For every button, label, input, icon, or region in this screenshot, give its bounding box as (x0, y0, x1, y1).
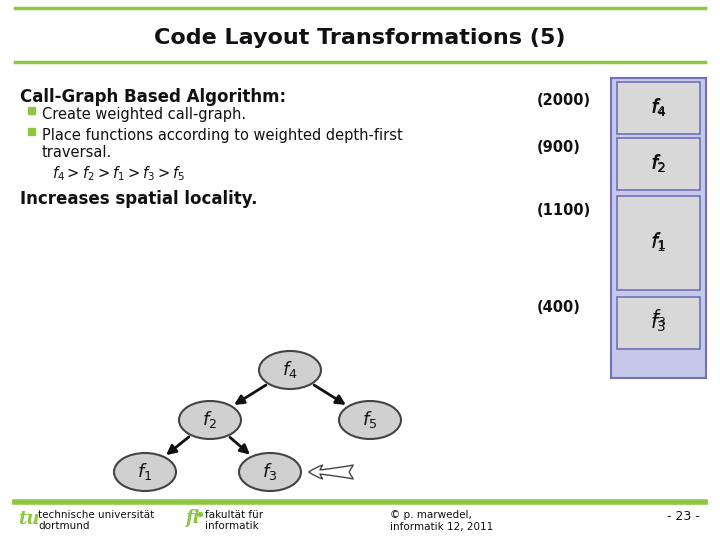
Text: Place functions according to weighted depth-first: Place functions according to weighted de… (42, 128, 402, 143)
Text: tu: tu (18, 510, 40, 528)
Bar (28, 107, 35, 114)
Ellipse shape (259, 351, 321, 389)
Text: $f_3$: $f_3$ (651, 307, 666, 328)
Text: Call-Graph Based Algorithm:: Call-Graph Based Algorithm: (20, 88, 286, 106)
Text: $f_4$: $f_4$ (650, 97, 667, 119)
Text: technische universität: technische universität (38, 510, 154, 520)
Text: fi: fi (185, 509, 199, 527)
Text: (900): (900) (537, 140, 581, 155)
Text: (1100): (1100) (537, 203, 591, 218)
Text: © p. marwedel,
informatik 12, 2011: © p. marwedel, informatik 12, 2011 (390, 510, 493, 531)
Text: $f_2$: $f_2$ (202, 409, 217, 430)
Text: Code Layout Transformations (5): Code Layout Transformations (5) (154, 28, 566, 48)
Text: informatik: informatik (205, 521, 258, 531)
Bar (611, 78, 706, 378)
Text: (400): (400) (537, 300, 581, 315)
Text: Create weighted call-graph.: Create weighted call-graph. (42, 107, 246, 122)
Text: $f_5$: $f_5$ (362, 409, 378, 430)
Bar (28, 128, 35, 135)
Text: Increases spatial locality.: Increases spatial locality. (20, 190, 258, 208)
Text: $f_1$: $f_1$ (651, 230, 666, 251)
Ellipse shape (339, 401, 401, 439)
Ellipse shape (179, 401, 241, 439)
Text: $f_3$: $f_3$ (650, 312, 667, 334)
Text: $f_4 > f_2 > f_1 > f_3 > f_5$: $f_4 > f_2 > f_1 > f_3 > f_5$ (52, 164, 185, 183)
Text: fakultät für: fakultät für (205, 510, 263, 520)
Bar (617, 196, 700, 290)
Text: $f_1$: $f_1$ (138, 462, 153, 483)
Bar (617, 82, 700, 134)
Text: $f_1$: $f_1$ (650, 232, 667, 254)
Text: traversal.: traversal. (42, 145, 112, 160)
Text: $f_3$: $f_3$ (262, 462, 278, 483)
Text: dortmund: dortmund (38, 521, 89, 531)
Text: $f_4$: $f_4$ (282, 360, 298, 381)
Text: $f_2$: $f_2$ (650, 153, 667, 175)
Text: (2000): (2000) (537, 93, 591, 108)
Bar (617, 138, 700, 190)
Text: - 23 -: - 23 - (667, 510, 700, 523)
Text: $f_2$: $f_2$ (651, 152, 666, 173)
Text: $f_4$: $f_4$ (651, 98, 666, 118)
Ellipse shape (114, 453, 176, 491)
Bar (617, 297, 700, 349)
Ellipse shape (239, 453, 301, 491)
